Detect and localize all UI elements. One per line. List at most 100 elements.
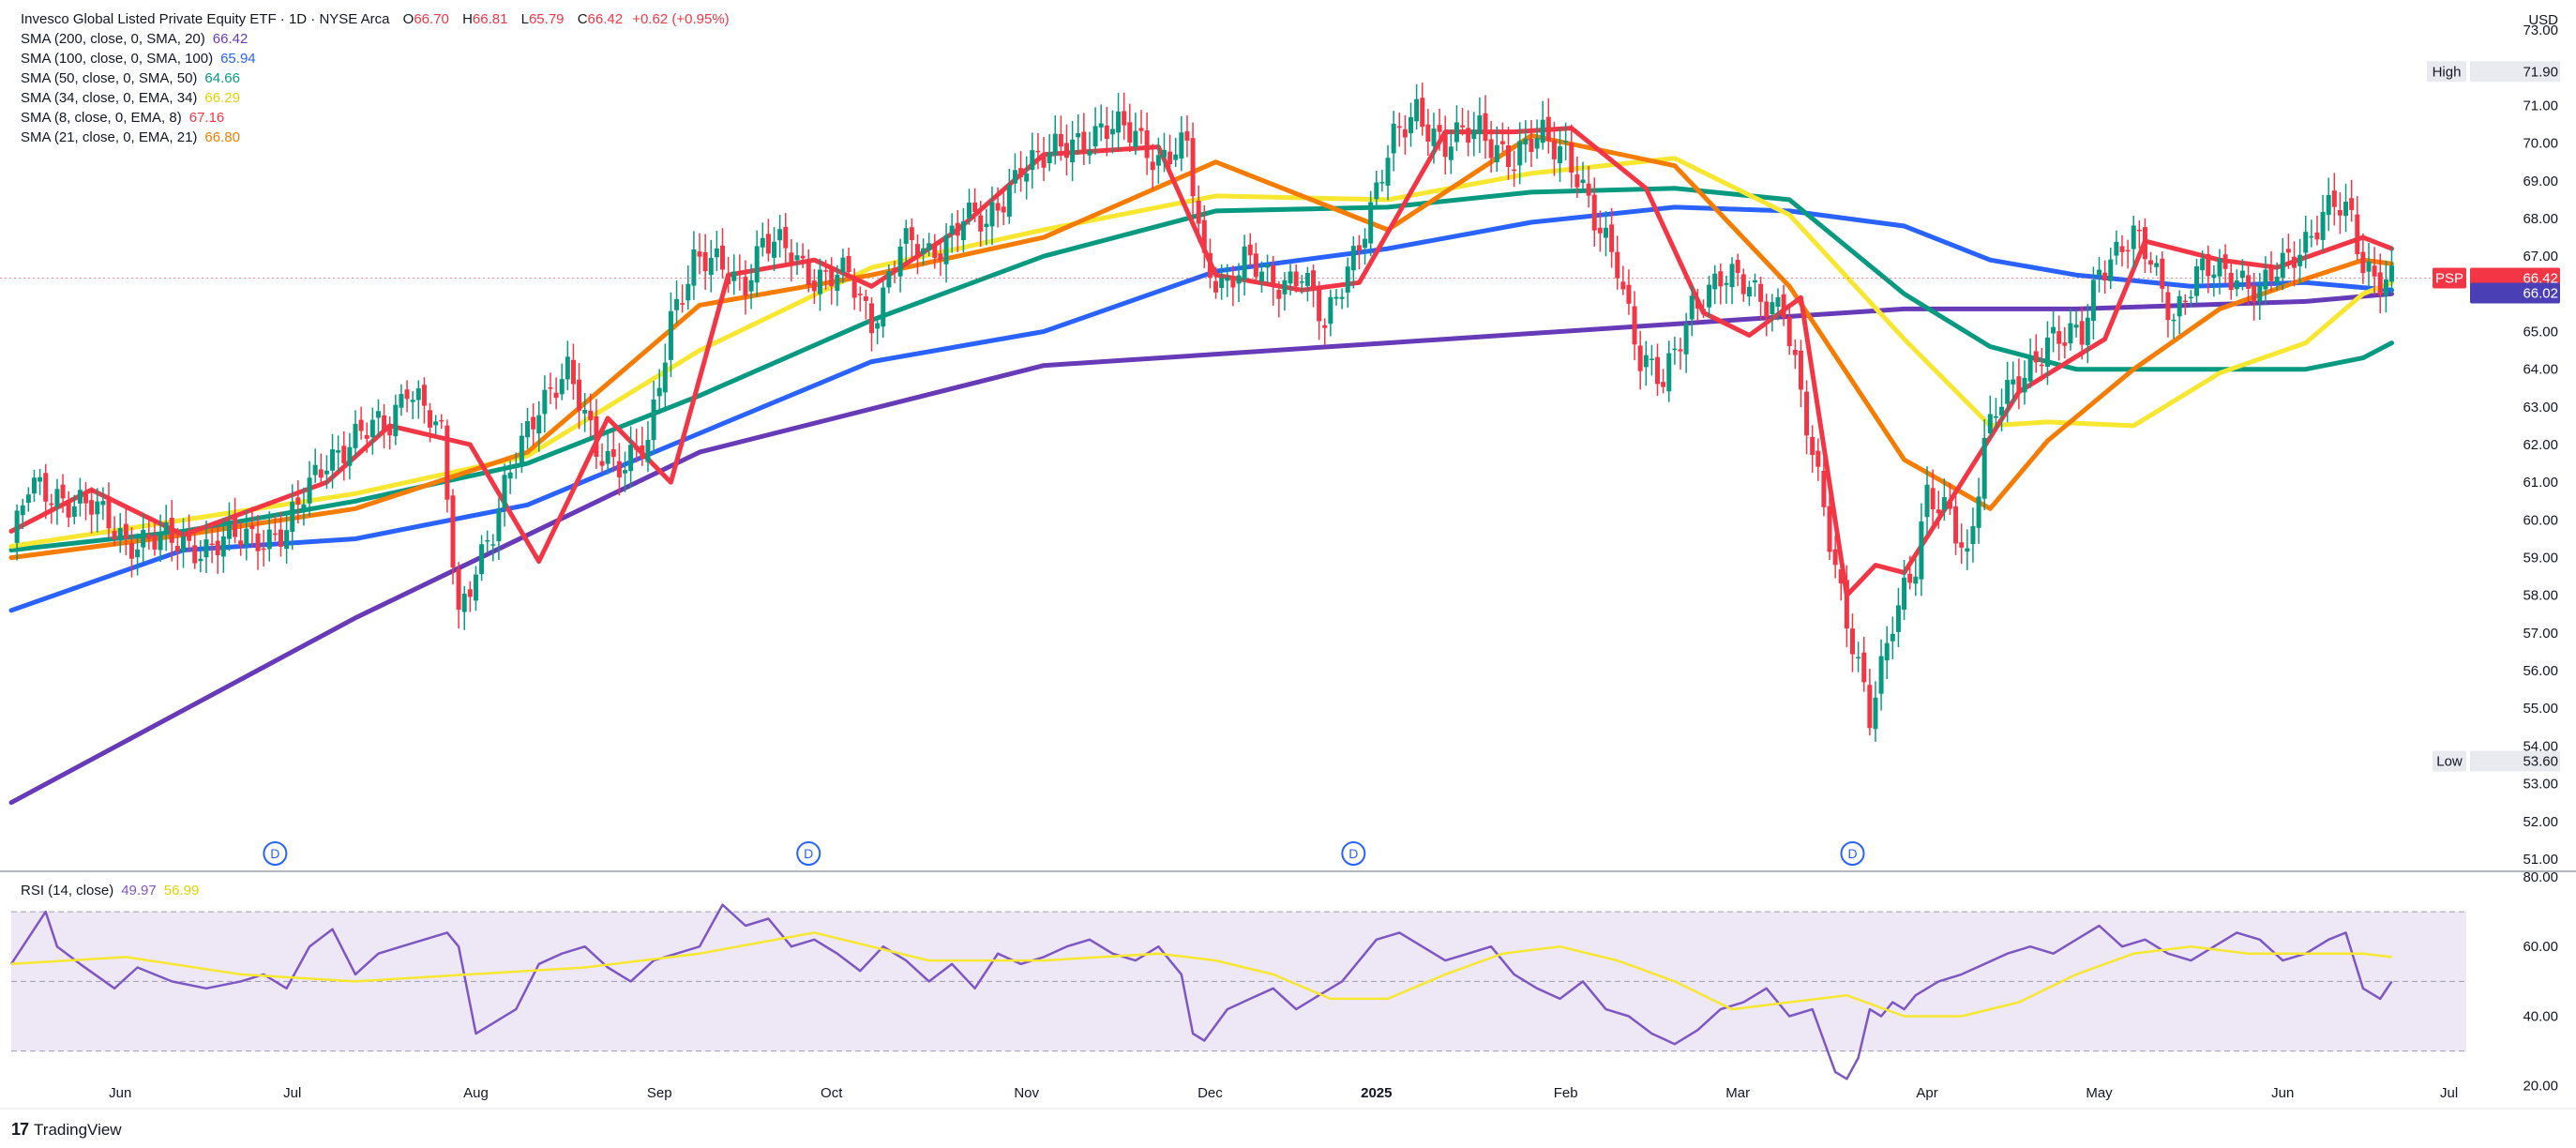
candle-body	[1333, 296, 1339, 299]
candle-body	[881, 287, 886, 327]
candle-body	[817, 269, 822, 295]
low-badge-value-bg	[2470, 750, 2560, 772]
dividend-marker[interactable]: D	[1341, 841, 1366, 866]
candle-body	[1420, 98, 1425, 128]
candle-body	[702, 251, 708, 272]
candle-body	[1987, 414, 1993, 434]
candle-body	[1030, 150, 1035, 171]
high-badge-label-bg	[2427, 61, 2466, 83]
candle-body	[2016, 376, 2022, 393]
rsi-tick-label: 40.00	[2523, 1008, 2558, 1024]
instrument-title: Invesco Global Listed Private Equity ETF…	[21, 11, 390, 27]
price-tick-label: 55.00	[2523, 701, 2558, 717]
ticker-badge-bg	[2433, 267, 2466, 289]
indicator-row-sma200[interactable]: SMA (200, close, 0, SMA, 20) 66.42	[21, 29, 730, 49]
candle-body	[886, 271, 892, 288]
indicator-row-sma50[interactable]: SMA (50, close, 0, SMA, 50) 64.66	[21, 68, 730, 88]
candle-body	[1529, 139, 1534, 152]
ma-line-ema-34	[8, 156, 2394, 549]
candle-body	[2119, 246, 2125, 252]
candle-body	[743, 277, 748, 296]
candle-body	[1018, 168, 1024, 177]
tradingview-logo[interactable]: 17 TradingView	[11, 1120, 122, 1140]
candle-body	[2360, 251, 2366, 274]
dividend-marker[interactable]: D	[263, 841, 288, 866]
candle-body	[220, 536, 226, 557]
low-badge-value: 53.60	[2523, 753, 2558, 769]
candle-body	[1861, 652, 1867, 683]
candle-body	[1632, 306, 1637, 345]
rsi-legend[interactable]: RSI (14, close) 49.97 56.99	[21, 883, 199, 899]
candle-body	[565, 356, 570, 380]
indicator-row-ema8[interactable]: SMA (8, close, 0, EMA, 8) 67.16	[21, 108, 730, 128]
candle-body	[467, 589, 473, 597]
candle-body	[760, 237, 765, 248]
candle-body	[1941, 497, 1947, 510]
candle-body	[1924, 484, 1930, 518]
candle-body	[1477, 115, 1483, 134]
candle-body	[1695, 298, 1700, 309]
dividend-marker-circle	[796, 841, 821, 866]
ma-line-sma-50	[8, 186, 2394, 552]
time-tick-label: May	[2086, 1085, 2113, 1101]
candle-body	[2125, 249, 2131, 252]
ticker-badge: PSP	[2435, 270, 2463, 286]
dividend-marker[interactable]: D	[1840, 841, 1865, 866]
candle-body	[1012, 170, 1017, 184]
time-tick-label: Aug	[463, 1085, 489, 1101]
indicator-row-sma100[interactable]: SMA (100, close, 0, SMA, 100) 65.94	[21, 49, 730, 68]
candle-body	[1718, 271, 1724, 287]
candle-body	[2165, 292, 2171, 321]
candle-body	[995, 203, 1001, 211]
time-tick-label: Jul	[283, 1085, 301, 1101]
candle-body	[984, 223, 989, 228]
dividend-marker-circle	[1840, 841, 1865, 866]
candle-body	[2142, 227, 2147, 260]
candle-body	[1184, 131, 1190, 141]
instrument-row[interactable]: Invesco Global Listed Private Equity ETF…	[21, 9, 730, 29]
candle-body	[450, 495, 456, 568]
candle-body	[473, 574, 478, 601]
candle-body	[1569, 143, 1574, 174]
candle-body	[1098, 123, 1104, 128]
high-value: 66.81	[472, 11, 508, 27]
ma-line-sma-100	[8, 204, 2394, 613]
candle-body	[1368, 202, 1374, 244]
candle-body	[938, 253, 943, 261]
price-tick-label: 64.00	[2523, 362, 2558, 378]
price-tick-label: 69.00	[2523, 174, 2558, 189]
candle-body	[1947, 501, 1952, 509]
candle-body	[1832, 549, 1838, 566]
candle-body	[525, 420, 531, 438]
candle-body	[1786, 317, 1792, 347]
candle-body	[708, 258, 714, 276]
candle-body	[1350, 246, 1356, 271]
candle-body	[2285, 249, 2291, 253]
candle-body	[1626, 284, 1632, 304]
candle-body	[897, 246, 903, 277]
candle-body	[66, 502, 71, 518]
price-tick-label: 57.00	[2523, 626, 2558, 642]
indicator-row-ema34[interactable]: SMA (34, close, 0, EMA, 34) 66.29	[21, 88, 730, 108]
time-tick-label: Feb	[1554, 1085, 1578, 1101]
candle-body	[2154, 263, 2160, 267]
time-tick-label: Apr	[1916, 1085, 1937, 1101]
candle-body	[960, 221, 966, 241]
candle-body	[777, 229, 783, 241]
candle-body	[863, 296, 868, 301]
indicator-row-ema21[interactable]: SMA (21, close, 0, EMA, 21) 66.80	[21, 128, 730, 147]
candle-body	[152, 535, 158, 550]
dividend-marker[interactable]: D	[796, 841, 821, 866]
close-label: C	[577, 11, 588, 27]
candle-body	[2079, 321, 2085, 345]
dividend-marker-label: D	[1348, 846, 1358, 861]
candle-body	[1076, 132, 1081, 138]
candle-body	[2160, 258, 2165, 289]
candle-body	[691, 249, 697, 286]
candle-body	[77, 490, 83, 504]
time-tick-label: Jun	[2271, 1085, 2294, 1101]
candle-body	[1740, 274, 1746, 295]
